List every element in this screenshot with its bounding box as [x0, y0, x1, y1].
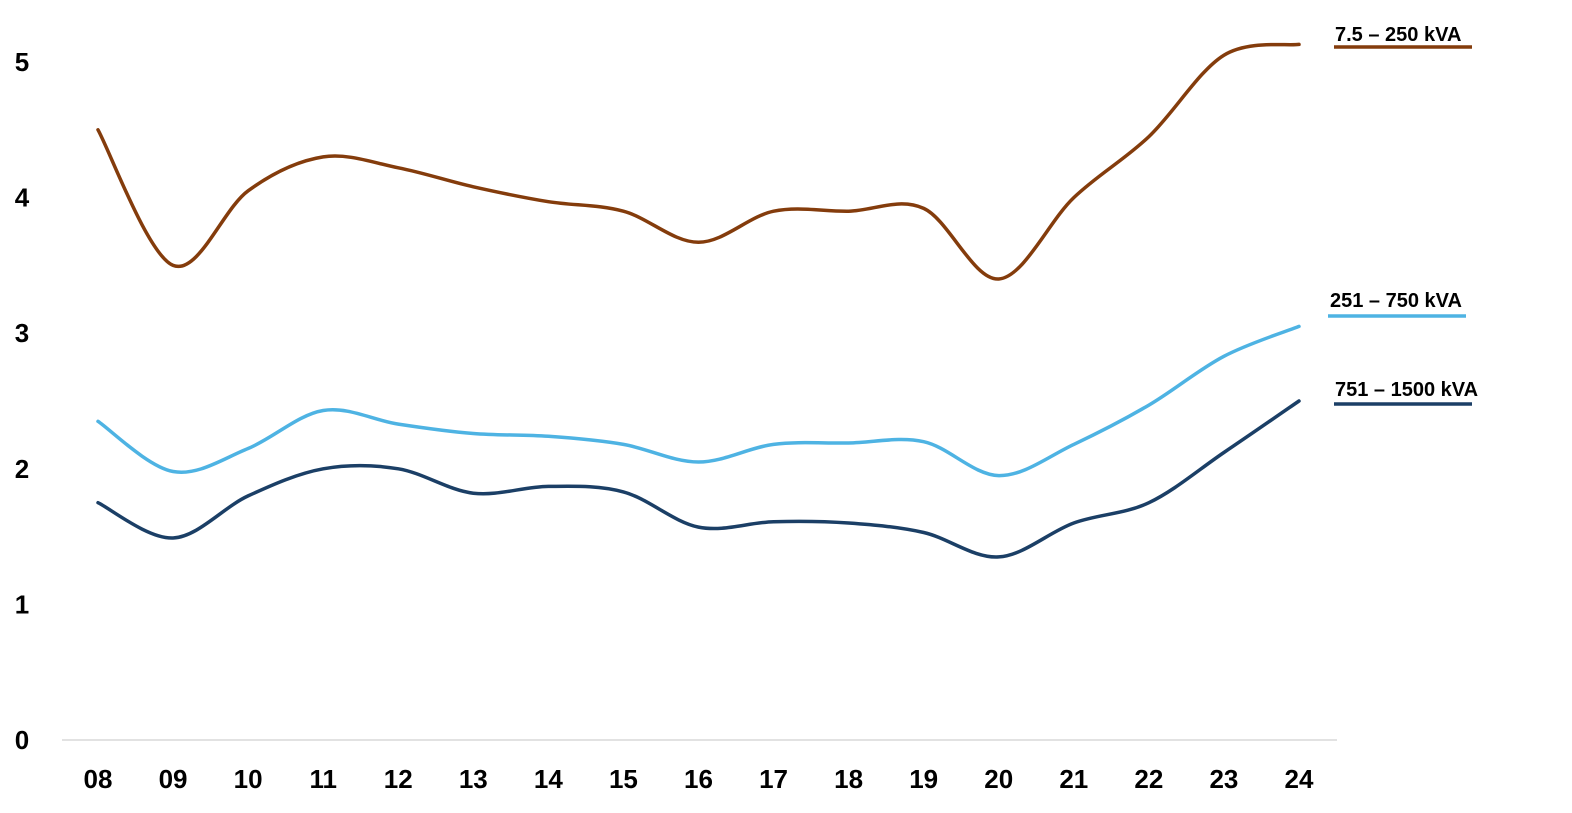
x-tick-label: 17: [759, 764, 788, 794]
y-tick-label: 2: [15, 454, 29, 484]
x-tick-label: 15: [609, 764, 638, 794]
legend-label-751-1500-kva: 751 – 1500 kVA: [1335, 379, 1478, 401]
series-line-251-750-kva: [96, 324, 1301, 478]
legend-label-7-5-250-kva: 7.5 – 250 kVA: [1335, 24, 1461, 46]
x-tick-label: 23: [1209, 764, 1238, 794]
x-tick-label: 13: [459, 764, 488, 794]
y-tick-label: 1: [15, 589, 29, 619]
x-tick-label: 21: [1059, 764, 1088, 794]
series-lines: [96, 42, 1301, 559]
y-tick-label: 4: [15, 183, 30, 213]
y-tick-label: 0: [15, 725, 29, 755]
y-tick-label: 3: [15, 318, 29, 348]
x-tick-labels: 08 09 10 11 12 13 14 15 16 17 18 19 20 21 22 23 24: [84, 764, 1314, 794]
x-tick-label: 18: [834, 764, 863, 794]
x-tick-label: 24: [1285, 764, 1314, 794]
x-tick-label: 09: [159, 764, 188, 794]
y-tick-label: 5: [15, 47, 29, 77]
x-tick-label: 22: [1134, 764, 1163, 794]
x-tick-label: 20: [984, 764, 1013, 794]
x-tick-label: 14: [534, 764, 563, 794]
legend: 7.5 – 250 kVA 251 – 750 kVA 751 – 1500 kVA: [1328, 24, 1478, 406]
x-tick-label: 16: [684, 764, 713, 794]
x-tick-label: 10: [234, 764, 263, 794]
legend-label-251-750-kva: 251 – 750 kVA: [1330, 290, 1462, 312]
series-line-751-1500-kva: [96, 399, 1301, 559]
y-tick-labels: 0 1 2 3 4 5: [15, 47, 30, 755]
series-line-7-5-250-kva: [96, 42, 1301, 281]
x-tick-label: 11: [309, 764, 337, 794]
x-tick-label: 12: [384, 764, 413, 794]
x-tick-label: 19: [909, 764, 938, 794]
x-tick-label: 08: [84, 764, 113, 794]
